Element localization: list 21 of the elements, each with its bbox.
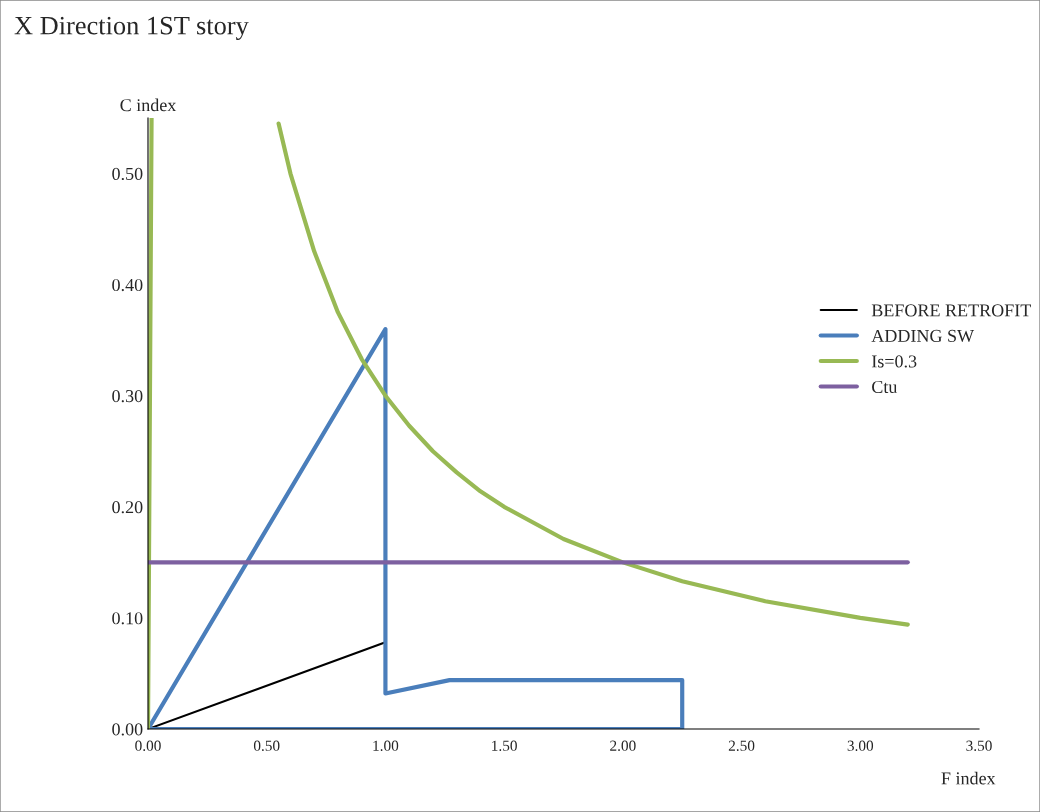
x-tick-label: 1.00 <box>373 740 399 751</box>
chart-title: X Direction 1ST story <box>14 16 249 40</box>
y-tick-label: 0.50 <box>112 167 143 181</box>
x-axis-title: F index <box>941 771 996 785</box>
y-tick-label: 0.40 <box>112 278 143 292</box>
x-tick-label: 2.50 <box>728 740 755 751</box>
x-tick-label: 1.50 <box>492 740 517 751</box>
x-tick-label: 3.50 <box>966 740 992 751</box>
y-tick-label: 0.10 <box>112 612 143 625</box>
x-tick-label: 3.00 <box>847 740 874 751</box>
legend-label: ADDING SW <box>871 329 975 343</box>
legend-label: Is=0.3 <box>871 355 917 368</box>
y-tick-label: 0.20 <box>112 501 143 514</box>
x-tick-label: 0.00 <box>135 740 161 751</box>
x-tick-label: 0.50 <box>253 740 280 751</box>
y-tick-label: 0.30 <box>112 389 143 403</box>
legend-label: BEFORE RETROFIT <box>871 304 1031 317</box>
y-tick-label: 0.00 <box>112 723 143 736</box>
y-axis-title: C index <box>120 98 177 112</box>
x-tick-label: 2.00 <box>610 740 636 751</box>
legend-label: Ctu <box>872 380 898 394</box>
